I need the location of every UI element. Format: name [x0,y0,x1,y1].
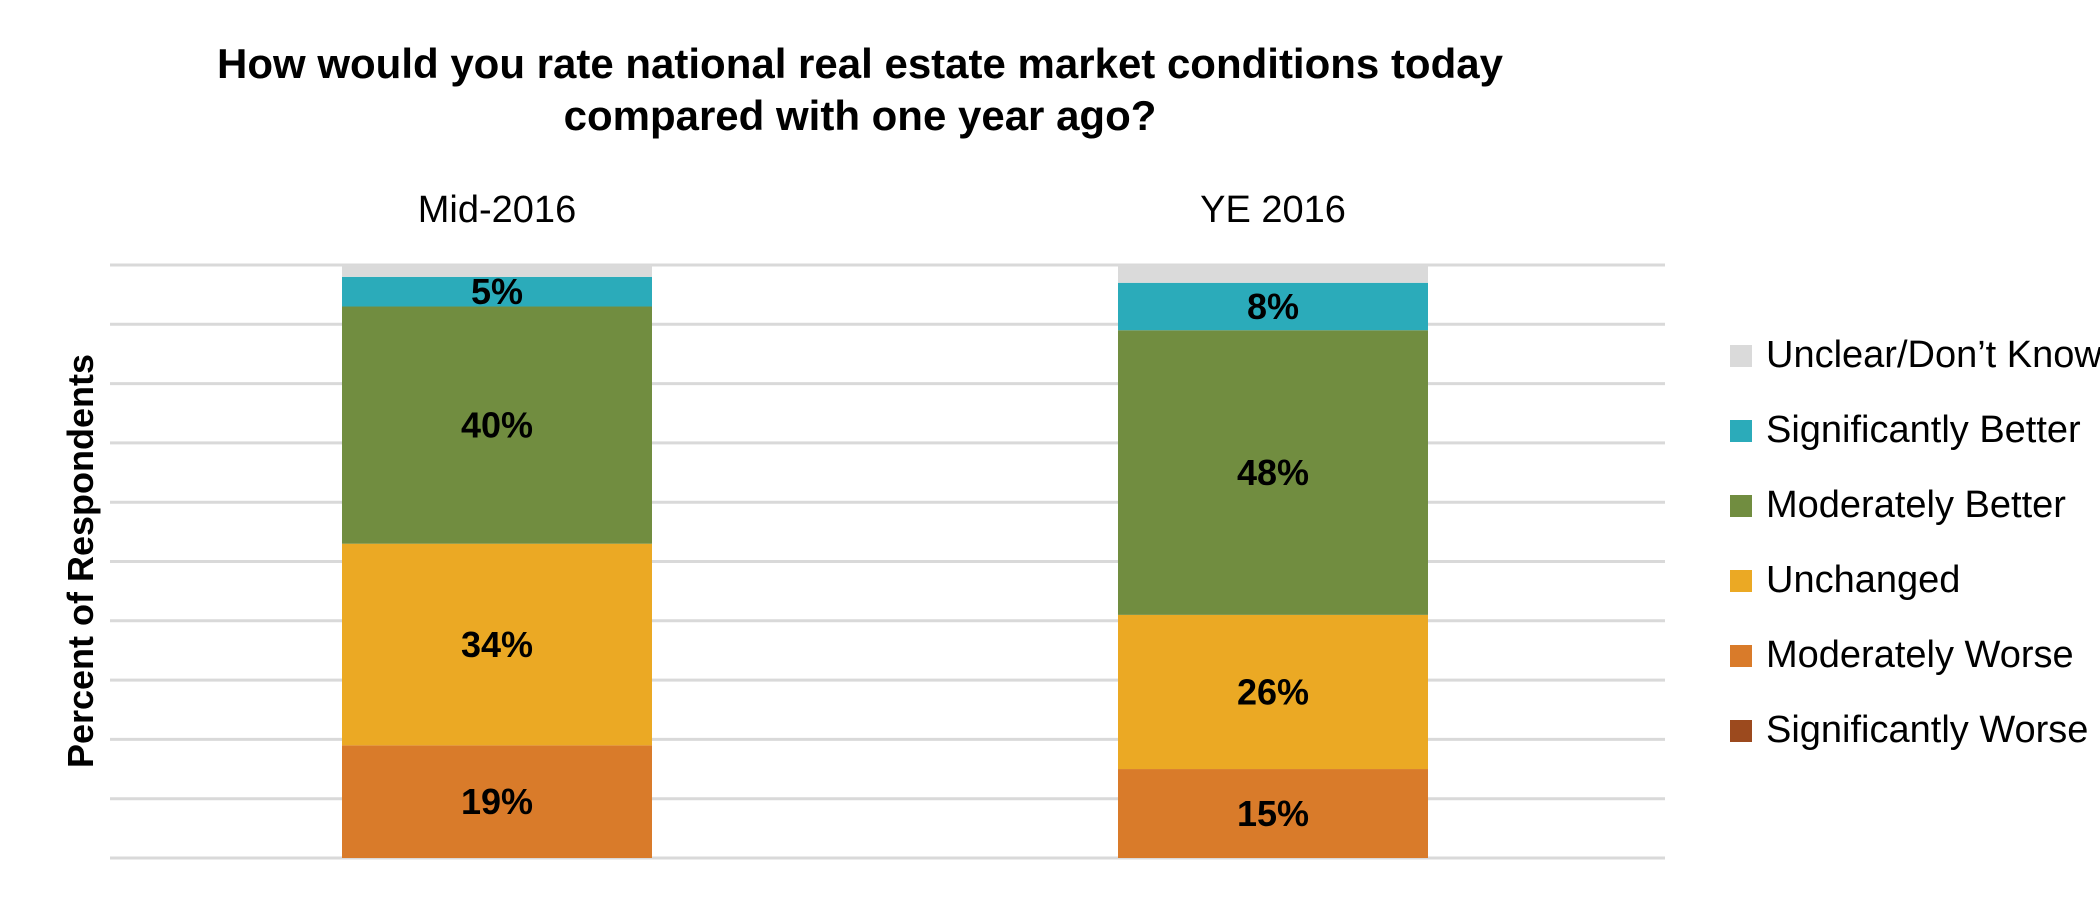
legend-label: Significantly Worse [1766,709,2089,751]
y-axis-label: Percent of Respondents [60,354,101,768]
legend-item: Moderately Worse [1730,618,2100,693]
data-label: 15% [1237,793,1309,834]
legend-label: Moderately Worse [1766,634,2074,676]
bar-segment [1118,330,1428,615]
bar-segment [342,276,652,307]
chart-title-line-2: compared with one year ago? [563,92,1157,139]
legend-swatch [1730,419,1752,442]
data-label: 26% [1237,671,1309,712]
bar-segment [342,745,652,858]
bar-segment [342,543,652,746]
data-label: 5% [471,271,523,312]
legend-item: Unchanged [1730,543,2100,618]
bar-segment [1118,265,1428,283]
legend-item: Significantly Better [1730,393,2100,468]
legend-swatch [1730,494,1752,517]
data-label: 8% [1247,286,1299,327]
chart-legend: Unclear/Don’t Know Significantly Better Mo… [1730,318,2100,768]
data-label: 48% [1237,452,1309,493]
bar-segment [342,265,652,277]
bar-segment [1118,769,1428,858]
bar-segment [1118,282,1428,331]
legend-item: Moderately Better [1730,468,2100,543]
legend-label: Moderately Better [1766,484,2066,526]
category-label: YE 2016 [1200,189,1346,231]
bar-segment [342,306,652,544]
data-label: 40% [461,405,533,446]
legend-item: Unclear/Don’t Know [1730,318,2100,393]
chart-title: How would you rate national real estate … [0,38,1720,142]
chart-title-line-1: How would you rate national real estate … [217,40,1503,87]
data-label: 34% [461,624,533,665]
legend-label: Unclear/Don’t Know [1766,334,2100,376]
data-label: 19% [461,781,533,822]
legend-label: Unchanged [1766,559,1961,601]
legend-swatch [1730,344,1752,367]
legend-item: Significantly Worse [1730,693,2100,768]
legend-swatch [1730,719,1752,742]
legend-swatch [1730,569,1752,592]
bar-segment [1118,614,1428,770]
category-label: Mid-2016 [418,189,576,231]
legend-label: Significantly Better [1766,409,2081,451]
legend-swatch [1730,644,1752,667]
